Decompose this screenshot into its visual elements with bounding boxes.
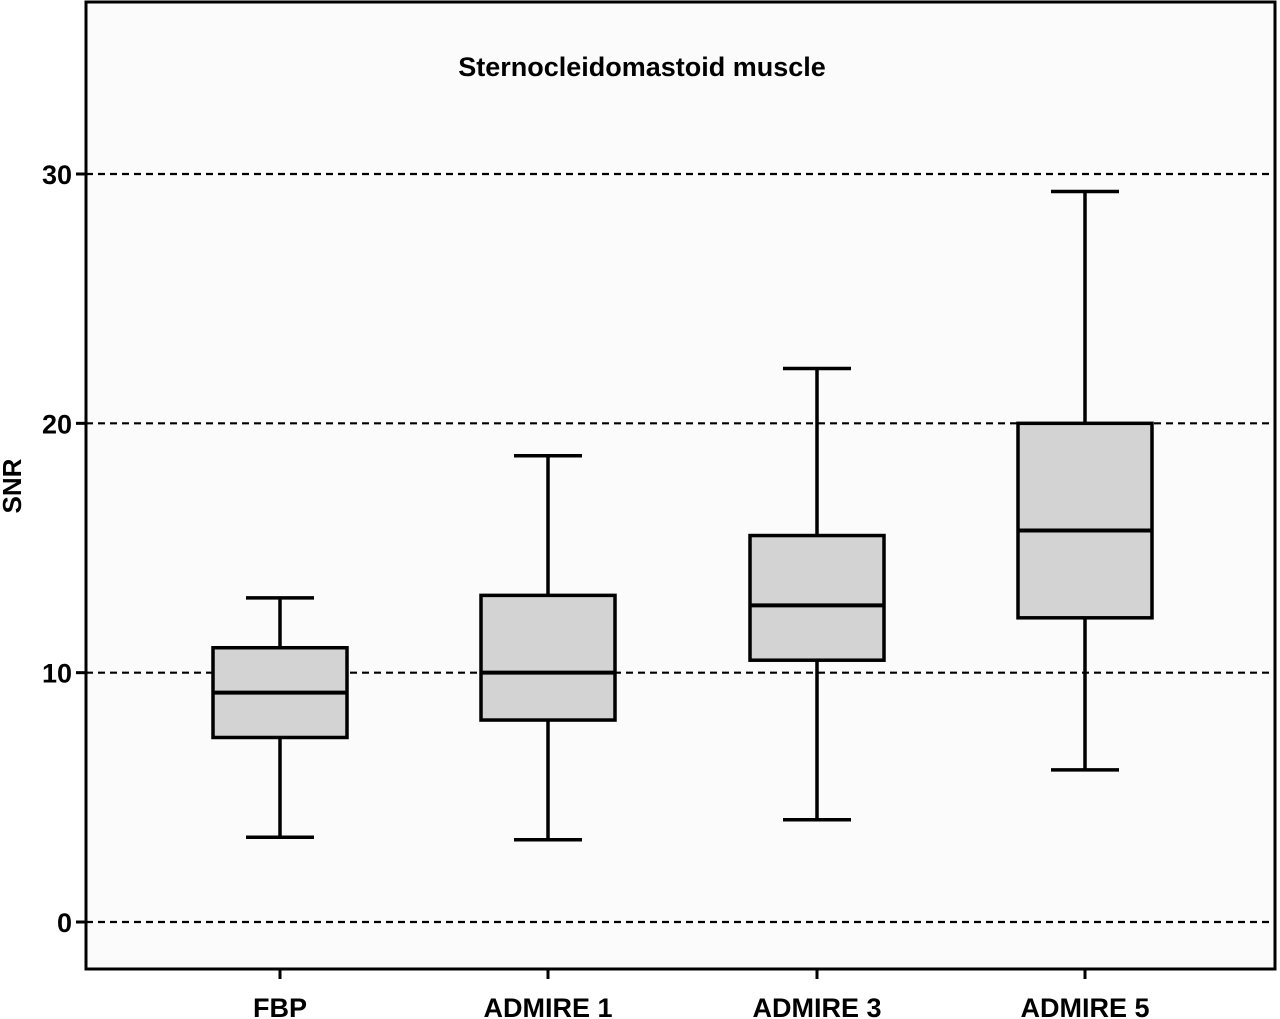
iqr-box bbox=[479, 593, 617, 722]
y-tick-label: 0 bbox=[57, 908, 72, 938]
box-series-2 bbox=[479, 453, 617, 842]
x-category-label: ADMIRE 3 bbox=[752, 993, 881, 1019]
x-category-label: ADMIRE 5 bbox=[1020, 993, 1149, 1019]
boxes bbox=[211, 189, 1154, 842]
y-tick-label: 30 bbox=[42, 160, 72, 190]
y-axis-title: SNR bbox=[0, 458, 27, 513]
chart-title: Sternocleidomastoid muscle bbox=[458, 52, 826, 82]
axes: 0 10 20 30 FBP ADMIRE 1 ADMIRE 3 ADMIRE 5 bbox=[42, 160, 1150, 1019]
iqr-box bbox=[748, 533, 886, 662]
box-series-4 bbox=[1016, 189, 1154, 772]
y-tick-label: 10 bbox=[42, 659, 72, 689]
y-tick-label: 20 bbox=[42, 409, 72, 439]
iqr-box bbox=[1016, 421, 1154, 620]
x-category-label: ADMIRE 1 bbox=[483, 993, 612, 1019]
box-series-1 bbox=[211, 596, 349, 839]
box-series-3 bbox=[748, 366, 886, 822]
x-category-label: FBP bbox=[253, 993, 307, 1019]
